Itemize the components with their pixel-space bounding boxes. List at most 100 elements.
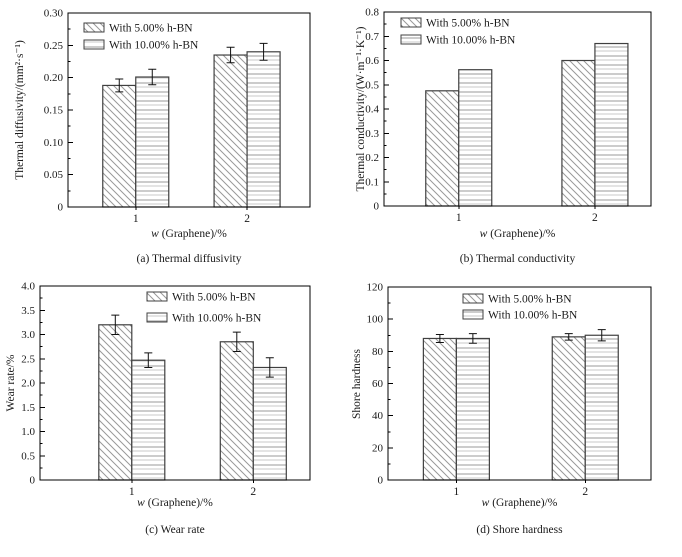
y-tick-label: 0.4: [365, 104, 379, 116]
chart-d-plot: 0 20 40 60 80 100 120 1 2 With 5.00% h-BN With 10.…: [367, 282, 652, 498]
subplot-d-shore-hardness: 0 20 40 60 80 100 120 1 2 With 5.00% h-BN With 10.…: [341, 265, 682, 557]
error-bar: [259, 42, 268, 61]
y-tick-label: 0: [58, 202, 64, 214]
y-tick-label: 1.0: [21, 426, 35, 438]
bar-series-1-cat-2: [561, 59, 596, 207]
subplot-caption: (b) Thermal conductivity: [459, 253, 576, 265]
y-tick-label: 3.0: [21, 329, 35, 341]
chart-b-plot: 0 0.1 0.2 0.3 0.4 0.5 0.6 0.7 0.8 1 2 With 5.00% h-…: [365, 7, 652, 224]
bar-series-1-cat-2: [551, 336, 586, 481]
error-bar: [226, 46, 235, 64]
y-tick-label: 3.5: [21, 305, 35, 317]
legend-swatch-diagonal: [400, 17, 422, 28]
y-tick-label: 80: [372, 346, 384, 358]
y-tick-label: 0.8: [365, 7, 379, 19]
y-tick-label: 0: [30, 475, 36, 487]
y-tick-label: 100: [367, 314, 384, 326]
x-axis-label: w (Graphene)/%: [40, 497, 310, 509]
error-bar: [597, 329, 606, 342]
y-axis-label: Wear rate/%: [2, 263, 20, 503]
subplot-caption: (a) Thermal diffusivity: [136, 253, 242, 265]
bar-series-2-cat-2: [594, 42, 629, 207]
x-axis-label-rest: (Graphene)/%: [487, 228, 556, 240]
y-tick-label: 0.05: [44, 169, 64, 181]
error-bar: [265, 357, 274, 378]
bar-series-1-cat-1: [425, 90, 460, 207]
legend-swatch-diagonal: [462, 293, 484, 304]
subplot-b-thermal-conductivity: 0 0.1 0.2 0.3 0.4 0.5 0.6 0.7 0.8 1 2 With 5.00% h-…: [341, 0, 682, 265]
error-bar: [148, 68, 157, 86]
error-bar: [115, 78, 124, 93]
chart-c-plot: 0 0.5 1.0 1.5 2.0 2.5 3.0 3.5 4.0 1 2 With 5.00% h-…: [21, 281, 311, 498]
x-axis-label-italic: w: [479, 228, 488, 240]
y-axis-label-text: Thermal conductivity/(W·m⁻¹·K⁻¹): [355, 26, 367, 192]
y-tick-label: 120: [367, 282, 384, 294]
bar-series-1-cat-2: [219, 341, 254, 481]
bar-series-1-cat-2: [213, 54, 248, 208]
y-tick-label: 0.10: [44, 137, 64, 149]
y-tick-label: 0.7: [365, 31, 379, 43]
error-bar: [144, 352, 153, 368]
bar-series-2-cat-1: [135, 76, 170, 208]
legend-label: With 5.00% h-BN: [488, 294, 572, 306]
y-tick-label: 0.5: [365, 79, 379, 91]
y-tick-label: 2.5: [21, 353, 35, 365]
y-tick-label: 0.2: [365, 152, 379, 164]
x-tick-label: 2: [582, 486, 588, 498]
x-axis-label-rest: (Graphene)/%: [158, 228, 227, 240]
bar-series-1-cat-1: [422, 337, 457, 481]
x-axis-label-rest: (Graphene)/%: [144, 497, 213, 509]
y-tick-label: 0.30: [44, 8, 64, 20]
legend-swatch-diagonal: [146, 291, 168, 302]
x-tick-label: 2: [592, 212, 598, 224]
subplot-a-thermal-diffusivity: 0 0.05 0.10 0.15 0.20 0.25 0.30 1 2 With 5.00% h-…: [0, 0, 341, 265]
y-tick-label: 0.20: [44, 72, 64, 84]
legend-label: With 5.00% h-BN: [172, 292, 256, 304]
y-tick-label: 20: [372, 442, 384, 454]
y-axis-label: Shore hardness: [348, 264, 366, 504]
y-tick-label: 0.6: [365, 55, 379, 67]
bar-series-2-cat-2: [252, 366, 287, 481]
legend-swatch-horizontal: [400, 34, 422, 45]
x-tick-label: 2: [250, 486, 256, 498]
subplot-caption: (d) Shore hardness: [476, 524, 563, 536]
error-bar: [468, 333, 477, 344]
y-tick-label: 0.15: [44, 105, 64, 117]
bar-series-2-cat-2: [246, 51, 281, 208]
bar-series-2-cat-1: [131, 359, 166, 481]
error-bar: [435, 333, 444, 343]
error-bar: [232, 331, 241, 352]
x-axis-label-italic: w: [481, 497, 490, 509]
y-tick-label: 60: [372, 378, 384, 390]
legend-label: With 10.00% h-BN: [172, 313, 262, 325]
legend-swatch-diagonal: [83, 22, 105, 33]
x-axis-label: w (Graphene)/%: [388, 497, 651, 509]
legend-label: With 10.00% h-BN: [109, 40, 199, 52]
legend-swatch-horizontal: [83, 39, 105, 50]
x-tick-label: 1: [456, 212, 462, 224]
subplot-caption: (c) Wear rate: [145, 524, 205, 536]
bar-series-2-cat-1: [458, 69, 493, 207]
legend-label: With 10.00% h-BN: [426, 35, 516, 47]
chart-a-plot: 0 0.05 0.10 0.15 0.20 0.25 0.30 1 2 With 5.00% h-…: [44, 8, 311, 225]
y-tick-label: 4.0: [21, 281, 35, 293]
subplot-c-wear-rate: 0 0.5 1.0 1.5 2.0 2.5 3.0 3.5 4.0 1 2 With 5.00% h-…: [0, 265, 341, 557]
x-axis-label: w (Graphene)/%: [384, 228, 651, 240]
error-bar: [111, 314, 120, 335]
y-tick-label: 0.25: [44, 40, 64, 52]
y-axis-label: Thermal diffusivity/(mm²·s⁻¹): [11, 0, 29, 230]
y-tick-label: 2.0: [21, 378, 35, 390]
error-bar: [564, 333, 573, 341]
y-tick-label: 1.5: [21, 402, 35, 414]
legend-label: With 10.00% h-BN: [488, 310, 578, 322]
legend-swatch-horizontal: [462, 309, 484, 320]
y-axis-label-text: Shore hardness: [351, 348, 363, 419]
bar-series-2-cat-2: [584, 334, 619, 481]
y-tick-label: 0: [378, 475, 384, 487]
y-tick-label: 0.5: [21, 450, 35, 462]
x-tick-label: 1: [454, 486, 460, 498]
x-axis-label-italic: w: [137, 497, 145, 509]
legend-label: With 5.00% h-BN: [109, 23, 193, 35]
x-axis-label-rest: (Graphene)/%: [489, 497, 558, 509]
